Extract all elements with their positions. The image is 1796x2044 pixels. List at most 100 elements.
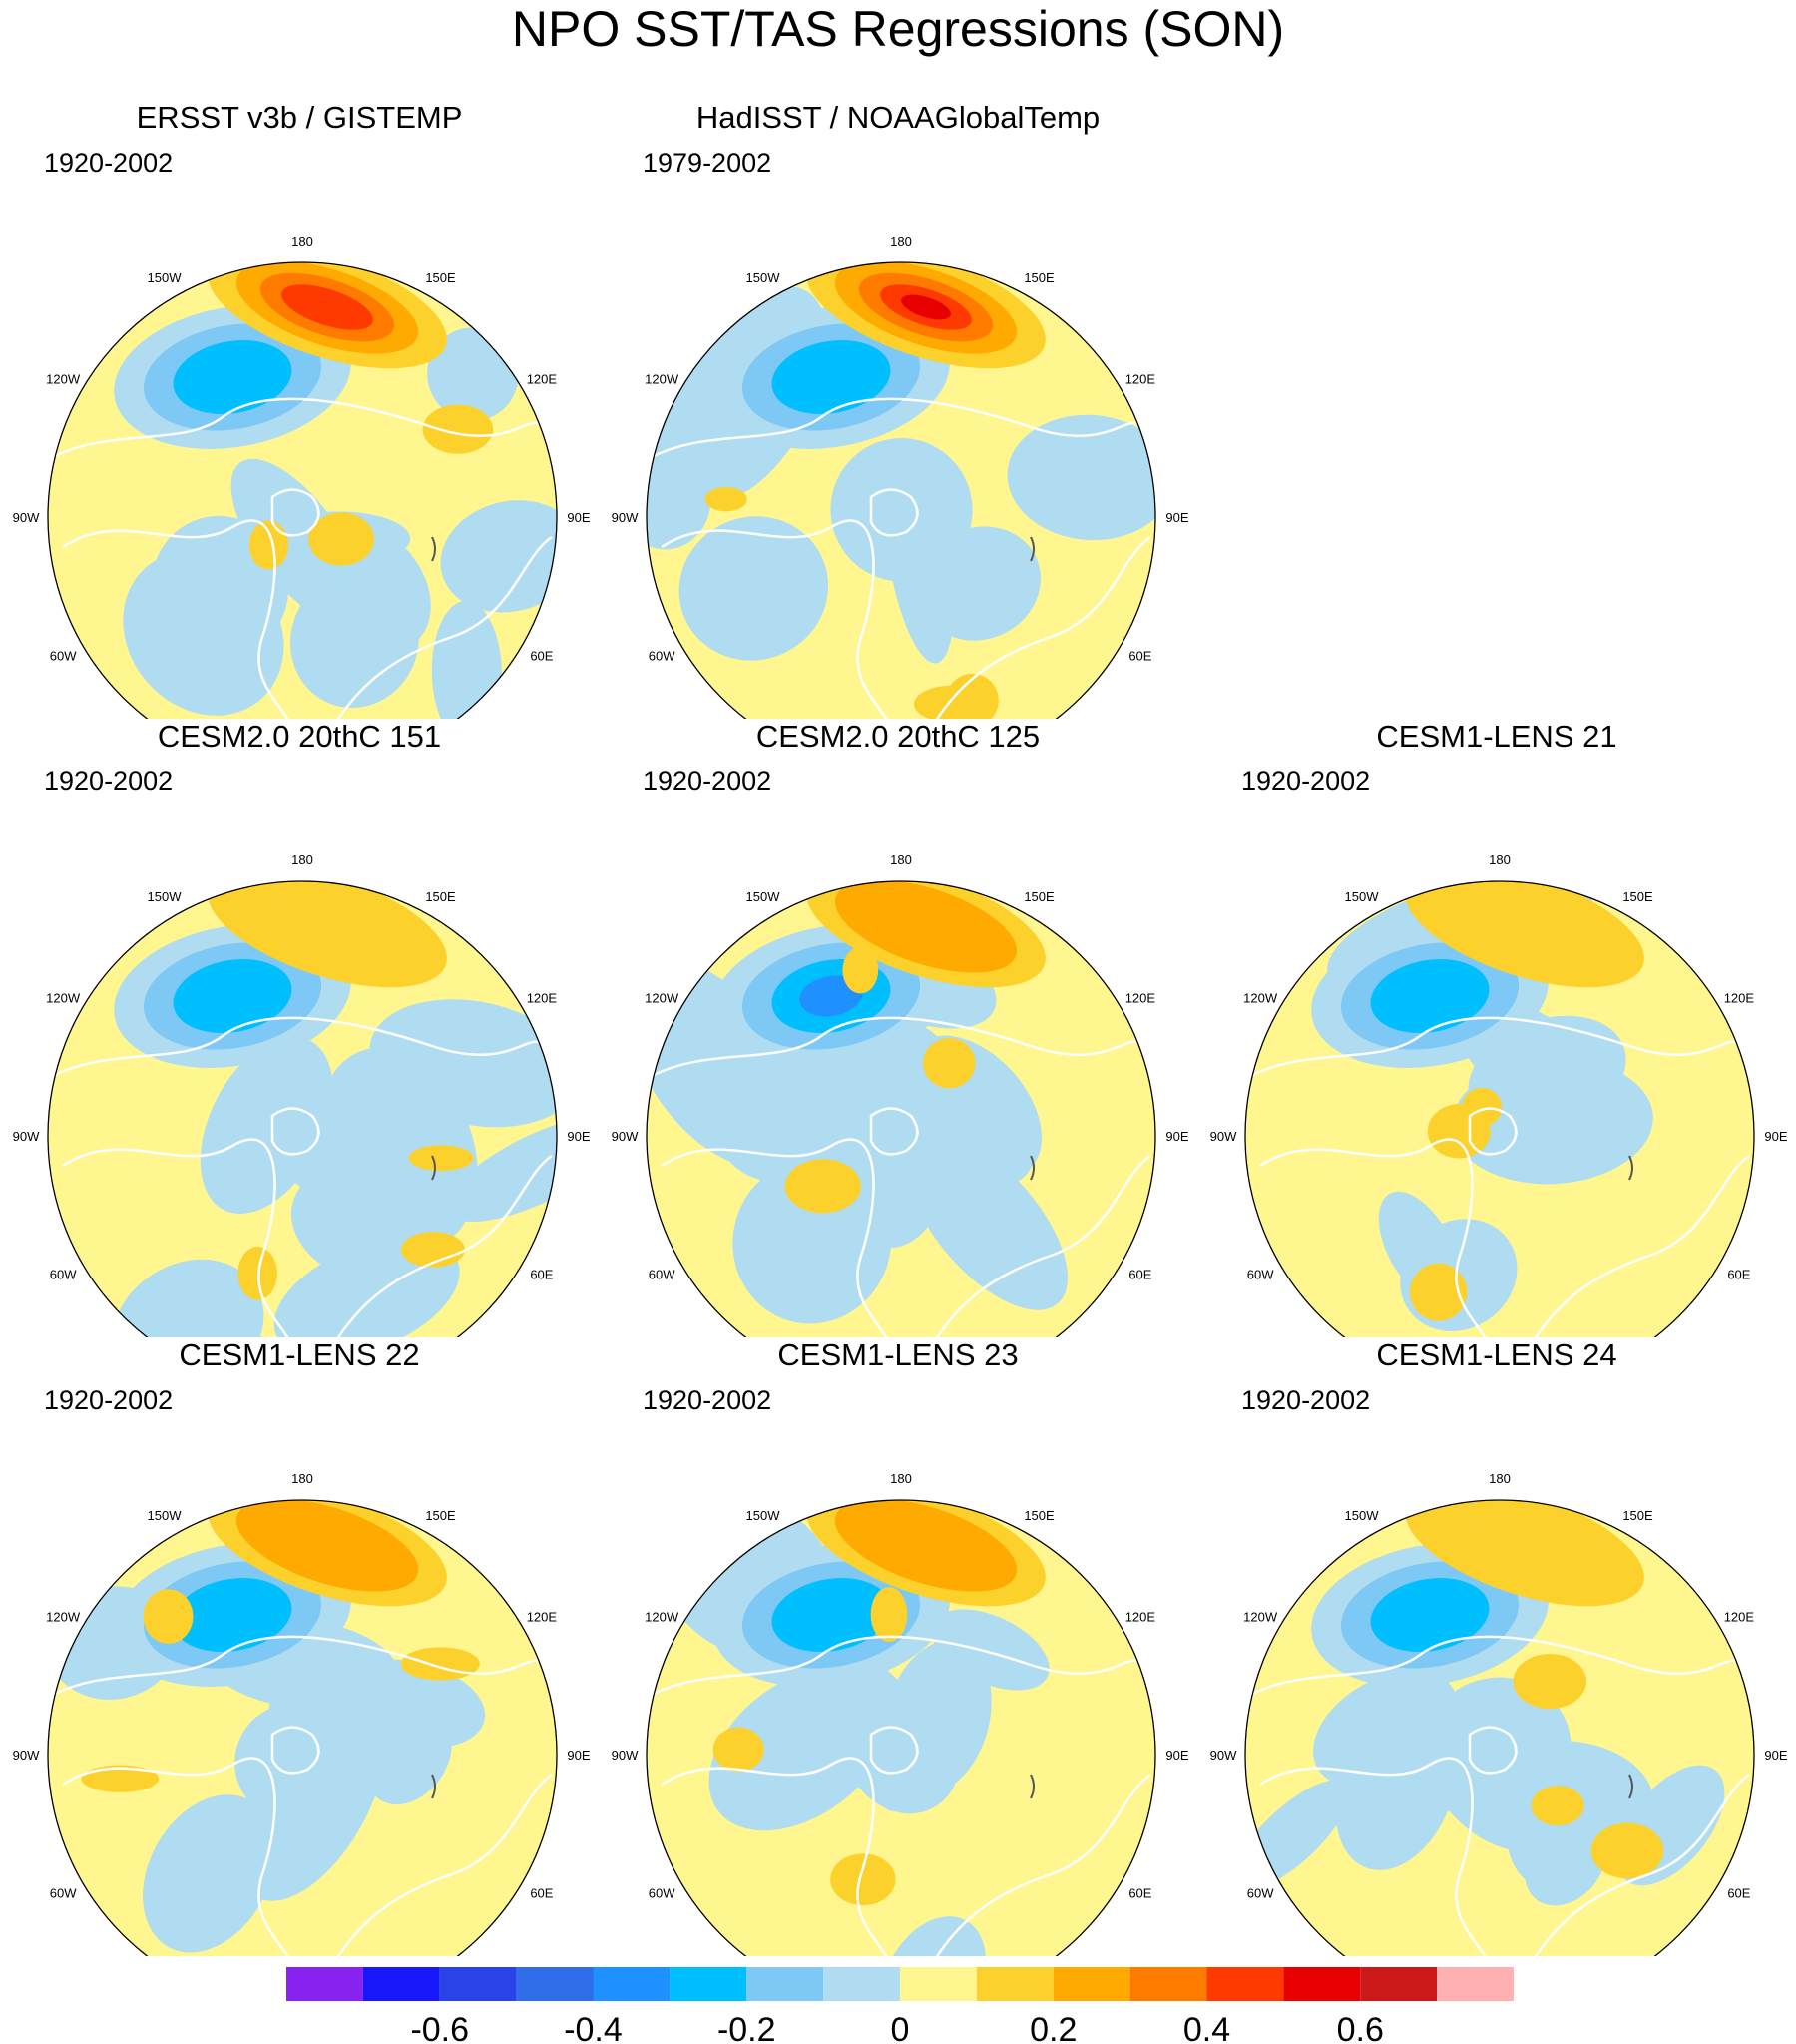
colorbar-box [362,1967,440,2001]
map-border [1244,880,1755,1337]
longitude-label: 90W [13,1129,40,1144]
colorbar-box [900,1967,977,2001]
longitude-label: 60E [530,649,553,664]
longitude-label: 150E [1024,889,1055,904]
longitude-label: 90E [1165,1129,1188,1144]
longitude-label: 150W [746,270,781,285]
warm-spot [704,486,747,512]
lake-outline [1030,1774,1035,1799]
cold-anomaly [1370,1578,1490,1652]
longitude-label: 60W [50,1886,77,1901]
anomaly-patch [143,1794,275,1953]
lake-outline [1628,1774,1633,1799]
longitude-label: 120E [1125,1610,1156,1625]
warm-spot [308,512,375,566]
warm-spot [237,1247,277,1300]
lake-outline [1628,1155,1633,1181]
map-panel: CESM1-LENS 24180150E120E90E60E30E030W60W… [1197,1337,1796,1956]
colorbar-box [746,1967,824,2001]
longitude-label: 180 [1489,852,1511,867]
warm-spot [946,673,999,719]
panel-period: 1920-2002 [44,1385,174,1415]
map-panel: CESM2.0 20thC 151180150E120E90E60E30E030… [0,719,599,1337]
longitude-label: 120W [46,1610,81,1625]
coastlines [651,397,1152,719]
lake-outline [431,1155,436,1181]
warm-spot [842,946,879,994]
colorbar-tick-label: 0.6 [1337,2011,1384,2044]
longitude-label: 180 [291,852,313,867]
longitude-label: 90W [13,1748,40,1763]
cold-anomaly [771,340,891,414]
longitude-label: 90E [567,1129,590,1144]
longitude-label: 150W [1345,1508,1380,1523]
lake-outline [431,1774,436,1799]
map-panel: ERSST v3b / GISTEMP180150E120E90E60E30E0… [0,100,599,719]
longitude-label: 150W [746,889,781,904]
colorbar-box [439,1967,517,2001]
anomaly-patch [273,1238,460,1337]
longitude-label: 150E [425,1508,456,1523]
polar-map: 180150E120E90E60E30E030W60W90W120W150W [13,234,591,719]
longitude-label: 60E [1128,1268,1151,1282]
panel-title: CESM2.0 20thC 151 [157,719,442,754]
longitude-label: 150W [148,1508,183,1523]
longitude-label: 120E [527,372,558,387]
warm-anomaly [1405,881,1644,988]
longitude-label: 150E [1622,1508,1653,1523]
anomaly-patch [678,516,829,661]
warm-anomaly [281,284,373,330]
colorbar-box [1206,1967,1284,2001]
longitude-label: 90E [567,510,590,525]
polar-map: 180150E120E90E60E30E030W60W90W120W150W [1210,852,1788,1337]
longitude-label: 120E [1724,1610,1755,1625]
warm-anomaly [834,881,1018,973]
longitude-label: 120W [1243,991,1278,1006]
cold-anomaly [173,959,292,1033]
panel-title: ERSST v3b / GISTEMP [136,100,463,135]
anomaly-patch [830,437,973,582]
longitude-label: 150W [1345,889,1380,904]
anomaly-patch [291,1166,425,1280]
panel-title: CESM1-LENS 22 [179,1337,420,1372]
longitude-label: 180 [291,234,313,249]
warm-anomaly [1405,1500,1644,1607]
lake-outline [1030,536,1035,562]
coastlines [52,397,554,719]
longitude-label: 60W [50,649,77,664]
longitude-label: 180 [890,852,912,867]
polar-map: 180150E120E90E60E30E030W60W90W120W150W [612,1471,1189,1956]
longitude-label: 120W [1243,1610,1278,1625]
warm-spot [81,1765,160,1792]
anomaly-patch [112,1259,264,1337]
anomaly-patch [647,451,711,550]
longitude-label: 60W [649,649,675,664]
cold-anomaly [173,1578,292,1652]
map-border [47,880,558,1337]
colorbar-tick-label: 0.4 [1183,2011,1230,2044]
map-panel: CESM2.0 20thC 125180150E120E90E60E30E030… [599,719,1197,1337]
colorbar-box [1129,1967,1207,2001]
colorbar-box [823,1967,900,2001]
warm-spot [1427,1104,1491,1159]
longitude-label: 60W [1247,1886,1274,1901]
longitude-label: 90E [1764,1129,1787,1144]
cold-anomaly [173,340,292,414]
polar-map: 180150E120E90E60E30E030W60W90W120W150W [1210,1471,1788,1956]
map-border [646,880,1156,1337]
colorbar-box [1360,1967,1438,2001]
longitude-label: 60E [1128,649,1151,664]
colorbar-box [286,1967,363,2001]
panel-period: 1920-2002 [1241,1385,1371,1415]
longitude-label: 120W [645,372,679,387]
longitude-label: 180 [890,1471,912,1486]
longitude-label: 120W [645,1610,679,1625]
panel-period: 1920-2002 [44,148,174,178]
panel-title: HadISST / NOAAGlobalTemp [695,100,1101,135]
longitude-label: 90E [1165,1748,1188,1763]
colorbar-box [976,1967,1054,2001]
longitude-label: 90E [567,1748,590,1763]
longitude-label: 60W [649,1886,675,1901]
colorbar: -0.6 -0.4 -0.2 0 0.2 0.4 0.6 [286,1967,1514,2044]
longitude-label: 90E [1764,1748,1787,1763]
